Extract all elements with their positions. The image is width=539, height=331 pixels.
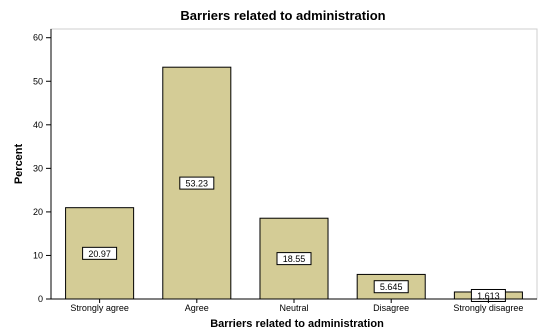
y-tick-label: 40 [33, 120, 43, 130]
y-tick-label: 30 [33, 163, 43, 173]
data-label: 53.23 [179, 176, 215, 190]
data-label: 18.55 [276, 252, 312, 266]
x-axis: Strongly agree Agree Neutral Disagree Strong… [70, 299, 523, 313]
bars-group: 20.97 53.23 18.55 5.645 1.613 [65, 66, 523, 302]
y-tick-label: 10 [33, 250, 43, 260]
y-tick-label: 60 [33, 33, 43, 43]
data-label: 5.645 [373, 280, 409, 294]
data-label-text: 20.97 [88, 249, 111, 259]
x-tick-label: Disagree [373, 303, 409, 313]
x-axis-label: Barriers related to administration [210, 318, 384, 330]
y-tick-label: 0 [38, 294, 43, 304]
y-axis: 0 10 20 30 40 50 60 [33, 33, 51, 304]
data-label-box [82, 246, 118, 260]
x-tick-label: Strongly agree [70, 303, 129, 313]
x-tick-label: Agree [185, 303, 209, 313]
x-tick-label: Neutral [279, 303, 308, 313]
data-label-text: 5.645 [380, 282, 403, 292]
data-label-text: 1.613 [477, 291, 500, 301]
y-tick-label: 20 [33, 207, 43, 217]
data-label-text: 53.23 [186, 179, 209, 189]
data-label: 1.613 [470, 288, 506, 302]
data-label-box [373, 280, 409, 294]
data-label-text: 18.55 [283, 254, 306, 264]
x-tick-label: Strongly disagree [453, 303, 523, 313]
y-axis-label: Percent [13, 143, 25, 184]
data-label: 20.97 [82, 246, 118, 260]
chart-title: Barriers related to administration [180, 8, 385, 23]
y-tick-label: 50 [33, 76, 43, 86]
data-label-box [179, 176, 215, 190]
data-label-box [276, 252, 312, 266]
